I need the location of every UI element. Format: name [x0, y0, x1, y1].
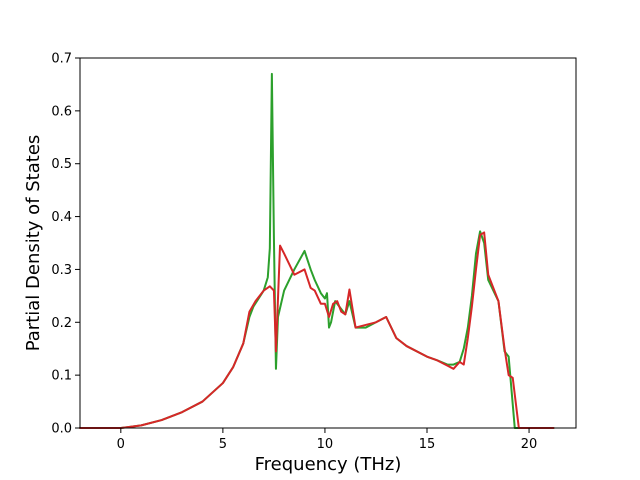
plot-frame	[79, 57, 577, 429]
series-line-2	[79, 231, 555, 429]
y-axis-label: Partial Density of States	[23, 135, 44, 352]
y-tick-label: 0.5	[51, 157, 72, 172]
y-tick-label: 0.1	[51, 369, 72, 384]
y-tick-label: 0.6	[51, 104, 72, 119]
y-tick-label: 0.4	[51, 210, 72, 225]
x-tick-label: 15	[419, 437, 436, 452]
y-axis: 0.0 0.1 0.2 0.3 0.4 0.5 0.6 0.7	[51, 52, 80, 437]
series-layer	[79, 72, 555, 429]
y-tick-label: 0.7	[51, 52, 72, 67]
x-tick-label: 5	[219, 437, 227, 452]
y-tick-label: 0.3	[51, 263, 72, 278]
x-tick-label: 0	[117, 437, 125, 452]
x-axis: 0 5 10 15 20	[117, 428, 538, 452]
y-tick-label: 0.2	[51, 316, 72, 331]
y-tick-label: 0.0	[51, 422, 72, 437]
x-tick-label: 20	[521, 437, 538, 452]
x-tick-label: 10	[317, 437, 334, 452]
x-axis-label: Frequency (THz)	[255, 454, 402, 475]
